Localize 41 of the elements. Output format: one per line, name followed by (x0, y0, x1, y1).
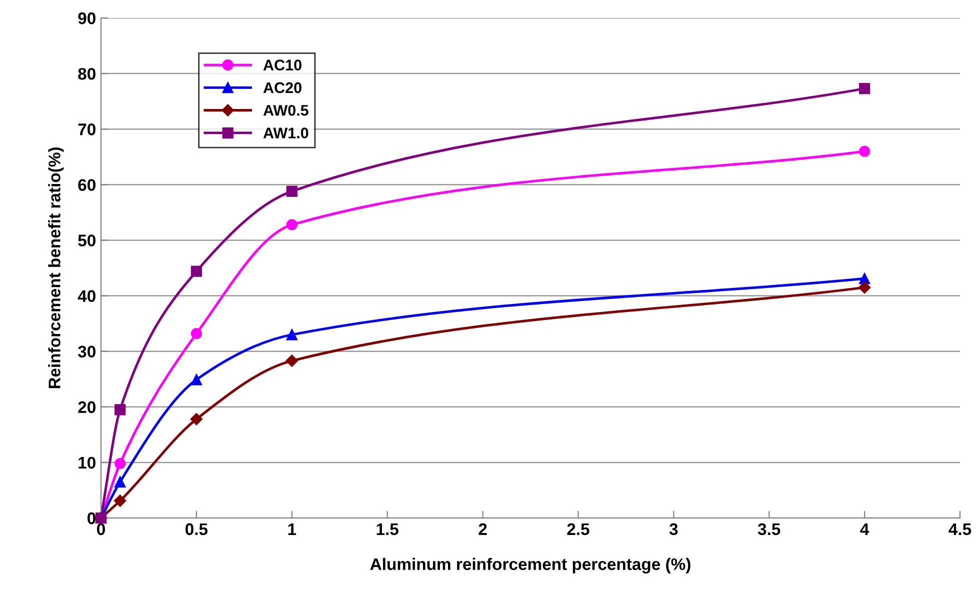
x-tick-label: 2.5 (567, 523, 590, 536)
point (286, 329, 298, 340)
point (286, 219, 298, 230)
x-axis-title: Aluminum reinforcement percentage (%) (370, 558, 690, 574)
point (190, 374, 202, 386)
x-tick-label: 4.5 (948, 523, 972, 536)
y-tick-label: 90 (78, 12, 96, 24)
y-tick-label: 10 (78, 456, 96, 469)
point (114, 476, 126, 488)
x-tick-label: 3.5 (758, 523, 780, 536)
point (114, 494, 126, 507)
point (190, 328, 202, 340)
point (114, 404, 126, 416)
y-tick-label: 0 (88, 512, 96, 524)
x-tick-label: 1 (288, 523, 296, 535)
legend-label: AW1.0 (263, 128, 308, 138)
x-tick-label: 3 (669, 523, 678, 536)
legend-label: AC10 (263, 60, 302, 70)
point (859, 83, 870, 94)
y-tick-label: 80 (78, 68, 96, 80)
point (286, 354, 298, 367)
legend-label: AC20 (263, 82, 302, 94)
x-tick-label: 4 (860, 523, 870, 535)
x-tick-label: 2 (478, 523, 487, 535)
y-tick-label: 50 (78, 234, 96, 246)
y-tick-label: 70 (78, 124, 96, 136)
legend-label: AW0.5 (263, 104, 308, 116)
point (190, 413, 203, 426)
point (190, 266, 202, 277)
y-tick-label: 40 (78, 290, 96, 302)
y-tick-label: 20 (78, 401, 96, 414)
y-tick-label: 30 (78, 346, 96, 358)
point (286, 186, 298, 197)
x-tick-label: 0 (97, 523, 105, 536)
y-tick-label: 60 (78, 179, 96, 191)
x-tick-label: 1.5 (376, 523, 398, 536)
y-axis-title: Reinforcement benefit ratio(%) (48, 148, 64, 388)
x-tick-label: 0.5 (186, 523, 208, 536)
point (859, 146, 870, 157)
point (114, 458, 126, 470)
point (858, 281, 871, 294)
